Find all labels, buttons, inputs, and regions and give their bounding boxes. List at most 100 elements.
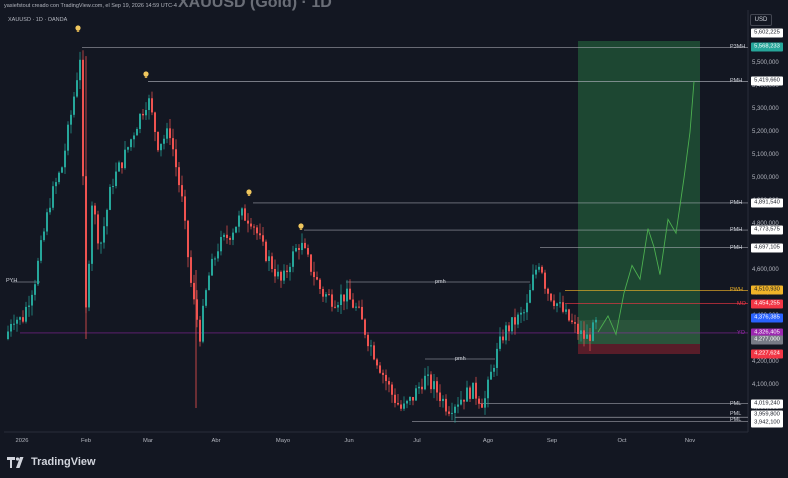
candle-body — [526, 302, 528, 313]
candle-body — [232, 232, 234, 240]
candle-body — [82, 59, 84, 177]
idea-bulb-icon[interactable] — [246, 189, 252, 196]
level-tag-pmh: PMH — [730, 199, 743, 206]
price-label: 4,019,240 — [751, 399, 783, 409]
candle-body — [154, 112, 156, 132]
candle-body — [541, 266, 543, 273]
time-tick: Feb — [81, 438, 91, 444]
candle-body — [490, 371, 492, 380]
candle-body — [115, 171, 117, 187]
candle-body — [226, 234, 228, 238]
candle-body — [241, 208, 243, 216]
candle-body — [481, 403, 483, 408]
candle-body — [91, 205, 93, 264]
level-tag-pmh: PMH — [730, 227, 743, 234]
price-label: 4,376,385 — [751, 313, 783, 323]
level-tag-p3mh: P3MH — [730, 44, 746, 51]
candle-body — [52, 186, 54, 208]
candle-body — [514, 317, 516, 325]
idea-bulb-icon[interactable] — [298, 223, 304, 230]
candle-body — [508, 325, 510, 332]
price-label: 4,326,405 — [751, 328, 783, 338]
candle-body — [130, 139, 132, 148]
price-tick: 5,400,000 — [752, 83, 779, 89]
candle-body — [16, 319, 18, 324]
candle-body — [148, 98, 150, 111]
candle-body — [268, 256, 270, 262]
candle-body — [157, 131, 159, 151]
candle-body — [256, 227, 258, 234]
price-tick: 5,500,000 — [752, 60, 779, 66]
price-label: 4,891,540 — [751, 198, 783, 208]
candle-body — [493, 367, 495, 372]
candle-body — [187, 220, 189, 258]
candle-body — [547, 288, 549, 294]
candle-body — [244, 208, 246, 221]
candle-body — [280, 271, 282, 281]
candle-body — [88, 263, 90, 308]
candle-body — [499, 336, 501, 349]
price-chart[interactable] — [0, 0, 788, 448]
price-tick: 5,300,000 — [752, 106, 779, 112]
candle-body — [139, 113, 141, 130]
stop-loss-zone — [578, 344, 700, 354]
idea-bulb-icon[interactable] — [75, 25, 81, 32]
candle-body — [505, 325, 507, 341]
candle-body — [301, 242, 303, 251]
candle-body — [133, 135, 135, 140]
candle-body — [358, 306, 360, 308]
price-label: 5,568,233 — [751, 42, 783, 52]
level-tag-pml: PML — [730, 411, 742, 417]
candle-body — [328, 294, 330, 296]
tradingview-logo-text: TradingView — [31, 456, 96, 468]
time-tick: Jun — [344, 438, 354, 444]
candle-body — [592, 322, 594, 341]
level-tag-mo: MO — [737, 300, 746, 307]
candle-body — [235, 226, 237, 233]
candle-body — [121, 162, 123, 169]
candle-body — [367, 334, 369, 347]
candle-body — [223, 234, 225, 237]
candle-body — [325, 294, 327, 297]
candle-body — [565, 309, 567, 312]
candle-body — [424, 375, 426, 390]
candle-body — [247, 220, 249, 224]
candle-body — [97, 214, 99, 244]
candle-body — [595, 319, 597, 323]
candle-body — [460, 399, 462, 405]
inline-level-label: pmh — [455, 356, 466, 362]
candle-body — [520, 312, 522, 315]
candle-body — [571, 320, 573, 323]
candle-body — [346, 288, 348, 302]
candle-body — [70, 114, 72, 125]
candle-body — [553, 300, 555, 306]
candle-body — [502, 336, 504, 341]
price-tick: 5,200,000 — [752, 129, 779, 135]
candle-body — [109, 186, 111, 210]
candle-body — [469, 387, 471, 399]
candle-body — [484, 398, 486, 408]
candle-body — [271, 256, 273, 270]
currency-button[interactable]: USD — [750, 14, 772, 26]
idea-bulb-icon[interactable] — [143, 71, 149, 78]
candle-body — [535, 269, 537, 275]
candle-body — [451, 412, 453, 414]
candle-body — [523, 312, 525, 314]
candle-body — [202, 305, 204, 342]
candle-body — [391, 384, 393, 395]
price-label: 4,227,624 — [751, 349, 783, 359]
candle-body — [574, 322, 576, 324]
candle-body — [550, 293, 552, 301]
candle-body — [163, 138, 165, 144]
projection-path — [597, 81, 695, 336]
candle-body — [205, 290, 207, 306]
inline-level-label: PYH — [6, 278, 18, 284]
candle-body — [343, 294, 345, 302]
level-tag-pmh: PMH — [730, 244, 743, 251]
candle-body — [412, 396, 414, 401]
inline-level-label: pmh — [435, 279, 446, 285]
candle-body — [136, 129, 138, 136]
tradingview-logo[interactable]: TradingView — [7, 456, 96, 468]
candle-body — [67, 124, 69, 151]
candle-body — [307, 248, 309, 255]
